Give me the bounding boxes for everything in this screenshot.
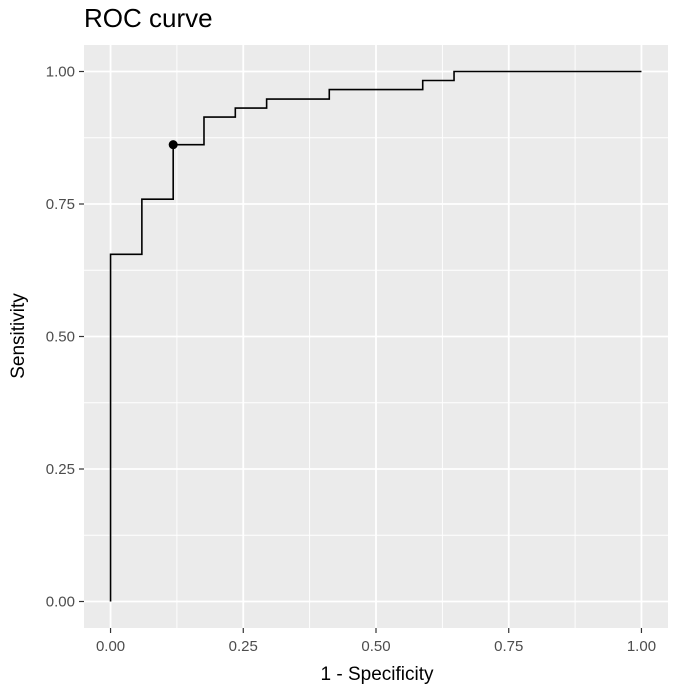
x-axis-ticks: 0.00 0.25 0.50 0.75 1.00: [96, 628, 656, 655]
y-tick-label: 0.25: [46, 461, 75, 478]
y-tick-label: 0.00: [46, 594, 75, 611]
x-tick-label: 0.25: [229, 638, 258, 655]
marker-layer: [168, 140, 178, 150]
x-tick-label: 1.00: [627, 638, 656, 655]
y-axis-ticks: 0.00 0.25 0.50 0.75 1.00: [46, 64, 84, 611]
y-tick-label: 0.75: [46, 196, 75, 213]
chart-title: ROC curve: [84, 3, 213, 33]
y-tick-label: 1.00: [46, 64, 75, 81]
major-gridlines: [84, 45, 668, 628]
series-layer: [109, 70, 642, 602]
x-tick-label: 0.75: [494, 638, 523, 655]
optimal-threshold-point: [168, 140, 178, 150]
y-axis-label: Sensitivity: [8, 293, 29, 379]
roc-curve-line: [109, 70, 642, 602]
x-tick-label: 0.50: [361, 638, 390, 655]
x-axis-label: 1 - Specificity: [321, 664, 434, 685]
y-tick-label: 0.50: [46, 329, 75, 346]
x-tick-label: 0.00: [96, 638, 125, 655]
